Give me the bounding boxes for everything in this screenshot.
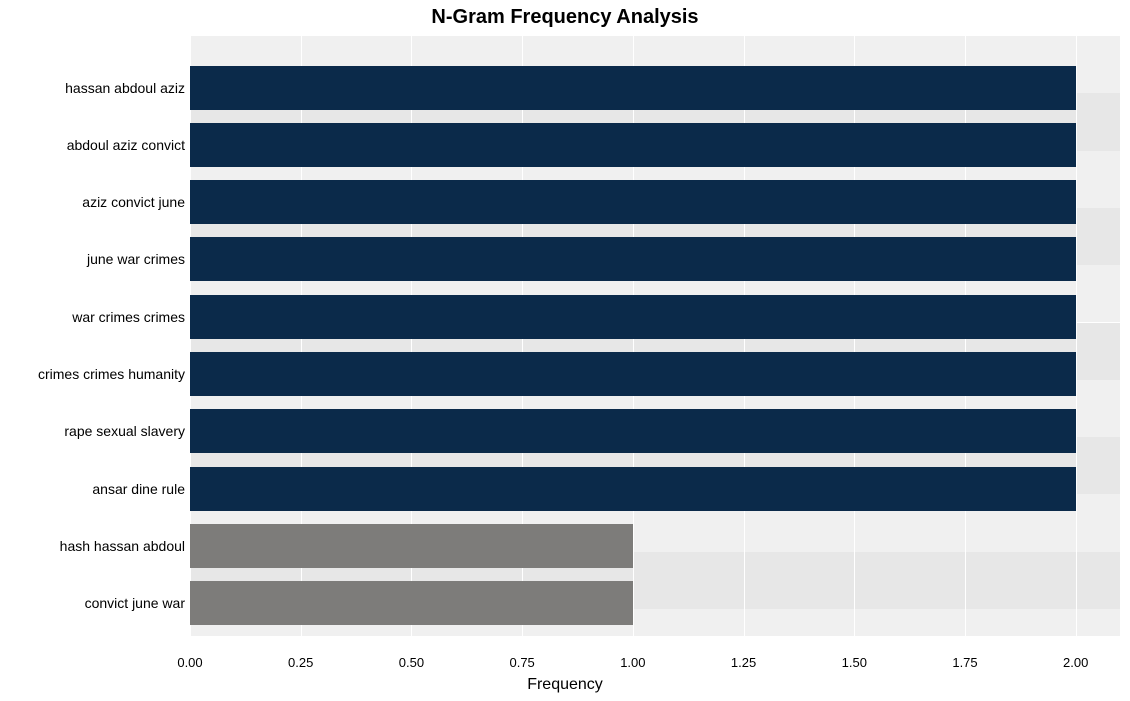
bar [190,180,1076,224]
x-axis-title: Frequency [0,676,1130,694]
y-tick-label: ansar dine rule [92,481,185,497]
bar [190,581,633,625]
bar [190,66,1076,110]
y-tick-label: abdoul aziz convict [67,137,185,153]
bar [190,352,1076,396]
y-tick-label: rape sexual slavery [64,423,185,439]
x-tick-label: 1.75 [952,655,977,670]
y-tick-label: hassan abdoul aziz [65,80,185,96]
y-tick-label: aziz convict june [82,194,185,210]
x-tick-label: 1.25 [731,655,756,670]
y-tick-label: hash hassan abdoul [60,538,185,554]
x-tick-label: 1.00 [620,655,645,670]
bar [190,237,1076,281]
y-tick-label: june war crimes [87,251,185,267]
x-tick-label: 2.00 [1063,655,1088,670]
x-tick-label: 0.75 [509,655,534,670]
x-tick-label: 1.50 [842,655,867,670]
y-tick-label: convict june war [85,595,185,611]
x-tick-label: 0.25 [288,655,313,670]
bar [190,295,1076,339]
bar [190,467,1076,511]
ngram-frequency-chart: N-Gram Frequency Analysis Frequency 0.00… [0,0,1130,701]
chart-title: N-Gram Frequency Analysis [0,6,1130,29]
y-tick-label: crimes crimes humanity [38,366,185,382]
x-tick-label: 0.50 [399,655,424,670]
x-tick-label: 0.00 [177,655,202,670]
y-tick-label: war crimes crimes [72,309,185,325]
bar [190,409,1076,453]
plot-area [190,36,1120,636]
bar [190,524,633,568]
grid-line [1076,36,1077,636]
bar [190,123,1076,167]
